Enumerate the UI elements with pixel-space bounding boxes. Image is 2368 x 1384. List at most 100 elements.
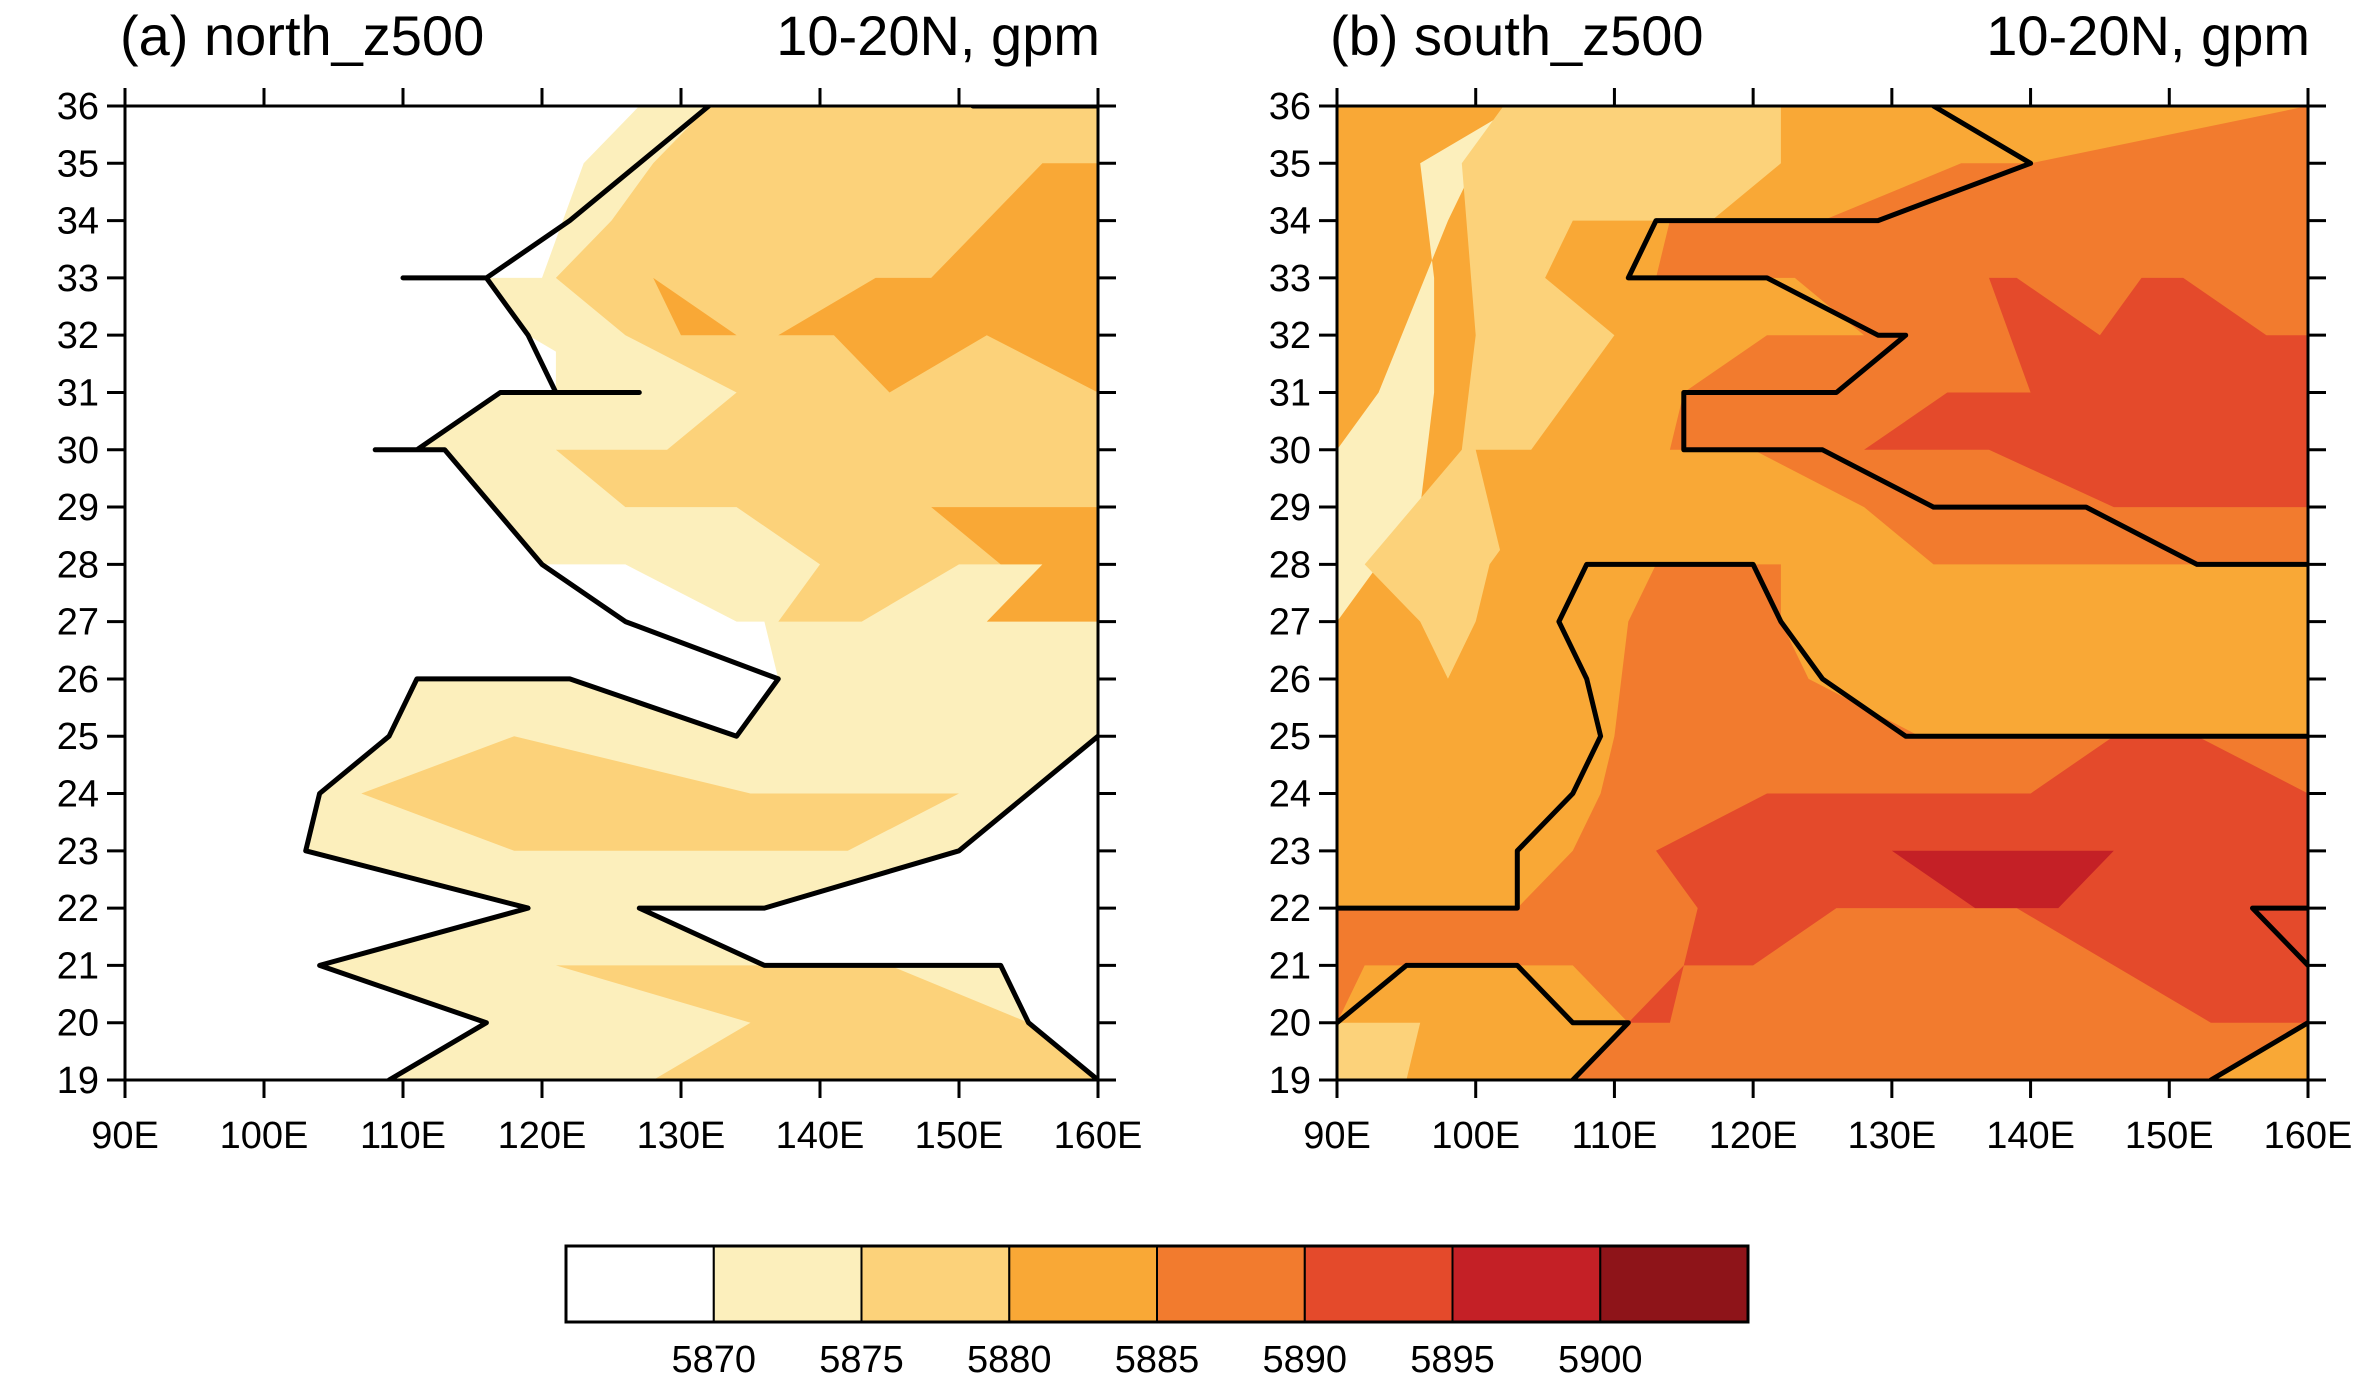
panel-a-xtick-label: 130E [637,1115,726,1157]
panel-b-title-right: 10-20N, gpm [1986,4,2310,67]
panel-b-plot-area [1337,106,2308,1080]
panel-a-ytick-label: 27 [57,602,99,644]
colorbar-label: 5870 [672,1339,757,1381]
panel-a-xtick-label: 160E [1054,1115,1143,1157]
panel-a-region-4 [542,106,1098,622]
colorbar-swatch [1008,1245,1159,1323]
panel-a-plot-area [125,106,1098,1080]
panel-b-xtick-label: 150E [2125,1115,2214,1157]
panel-b-ytick-label: 32 [1269,315,1311,357]
panel-a-ytick-label: 22 [57,888,99,930]
panel-b-frame [1335,104,2310,1082]
colorbar-swatch [1451,1245,1602,1323]
panel-a-region-5 [792,507,1098,622]
panel-b-xtick-label: 120E [1709,1115,1798,1157]
panel-a-region-3 [361,736,959,851]
panel-a-ytick-label: 29 [57,487,99,529]
panel-a-ytick-label: 26 [57,659,99,701]
panel-b-xtick-label: 140E [1986,1115,2075,1157]
panel-b-ytick-label: 31 [1269,372,1311,414]
panel-b-ytick-label: 25 [1269,716,1311,758]
panel-b-contour-3 [2250,905,2308,968]
colorbar-label: 5900 [1558,1339,1643,1381]
panel-b-contour-4 [1625,106,2308,567]
panel-b-ytick-label: 36 [1269,86,1311,128]
colorbar: 5870 5875 5880 5885 5890 5895 5900 [564,1244,1750,1381]
panel-b: (b) south_z500 10-20N, gpm 90E 100E 110E 12… [1269,4,2353,1157]
panel-b-ytick-label: 35 [1269,143,1311,185]
panel-b-region-0 [1337,106,1670,622]
panel-a-xtick-label: 100E [220,1115,309,1157]
panel-a-ytick-label: 31 [57,372,99,414]
colorbar-swatch [1156,1245,1306,1323]
panel-b-ytick-label: 27 [1269,602,1311,644]
panel-a-region-1 [555,335,640,393]
panel-a-frame [123,104,1100,1082]
panel-b-ytick-label: 23 [1269,831,1311,873]
panel-a: (a) north_z500 10-20N, gpm 90E 100E 110E 12… [57,4,1143,1157]
panel-a-contour-0 [303,106,781,1080]
panel-b-region-10 [1808,850,2114,909]
colorbar-swatch [860,1245,1011,1323]
panel-a-ytick-label: 28 [57,544,99,586]
panel-b-contour-2 [2208,1020,2308,1080]
panel-a-ytick-label: 30 [57,430,99,472]
panel-b-xtick-label: 90E [1303,1115,1371,1157]
panel-a-ytick-label: 36 [57,86,99,128]
panel-b-title-left: (b) south_z500 [1330,4,1704,67]
panel-b-axes: 90E 100E 110E 120E 130E 140E 150E 160E 19 20 21 22 2… [1269,86,2353,1157]
panel-b-contour-1 [1337,962,1631,1080]
panel-a-title-left: (a) north_z500 [120,4,484,67]
colorbar-swatch [1599,1245,1750,1323]
panel-a-axes: 90E 100E 110E 120E 130E 140E 150E 160E 19 20 21 22 2… [57,86,1143,1157]
colorbar-label: 5895 [1410,1339,1495,1381]
panel-b-ytick-label: 19 [1269,1060,1311,1102]
panel-a-region-2 [555,965,1098,1080]
colorbar-label: 5890 [1263,1339,1348,1381]
panel-a-ytick-label: 25 [57,716,99,758]
panel-b-region-8 [1864,277,2308,508]
panel-a-ytick-label: 24 [57,774,99,816]
panel-a-ytick-label: 21 [57,945,99,987]
panel-b-region-2 [1337,1022,1421,1080]
colorbar-label: 5885 [1115,1339,1200,1381]
panel-a-ytick-label: 32 [57,315,99,357]
panel-b-ytick-label: 20 [1269,1003,1311,1045]
panel-b-ytick-label: 29 [1269,487,1311,529]
panel-a-xtick-label: 110E [360,1115,446,1157]
panel-a-region-6 [653,163,1098,393]
panel-a-ytick-label: 23 [57,831,99,873]
colorbar-swatch [565,1245,715,1323]
panel-b-ytick-label: 30 [1269,430,1311,472]
panel-b-ytick-label: 26 [1269,659,1311,701]
panel-b-contour-0 [1337,561,2308,911]
panel-a-xtick-label: 150E [915,1115,1004,1157]
panel-a-ytick-label: 20 [57,1003,99,1045]
panel-a-ytick-label: 33 [57,258,99,300]
panel-b-ytick-label: 34 [1269,201,1311,243]
panel-b-ytick-label: 33 [1269,258,1311,300]
colorbar-label: 5875 [819,1339,904,1381]
panel-a-xtick-label: 90E [91,1115,159,1157]
panel-a-ytick-label: 19 [57,1060,99,1102]
panel-b-xtick-label: 110E [1571,1115,1657,1157]
panel-a-xtick-label: 120E [498,1115,587,1157]
panel-b-ytick-label: 28 [1269,544,1311,586]
panel-a-ytick-label: 35 [57,143,99,185]
panel-b-xtick-label: 130E [1847,1115,1936,1157]
panel-a-title-right: 10-20N, gpm [776,4,1100,67]
panel-b-region-1 [1337,106,1781,851]
panel-a-contour-2 [636,733,1098,1080]
panel-b-xtick-label: 160E [2264,1115,2353,1157]
panel-b-xtick-label: 100E [1431,1115,1520,1157]
colorbar-swatch [1303,1245,1454,1323]
colorbar-swatch [712,1245,863,1323]
colorbar-frame [564,1244,1750,1324]
colorbar-label: 5880 [967,1339,1052,1381]
panel-b-ytick-label: 24 [1269,774,1311,816]
panel-a-ytick-label: 34 [57,201,99,243]
panel-a-xtick-label: 140E [776,1115,865,1157]
panel-b-ytick-label: 22 [1269,888,1311,930]
panel-b-ytick-label: 21 [1269,945,1311,987]
